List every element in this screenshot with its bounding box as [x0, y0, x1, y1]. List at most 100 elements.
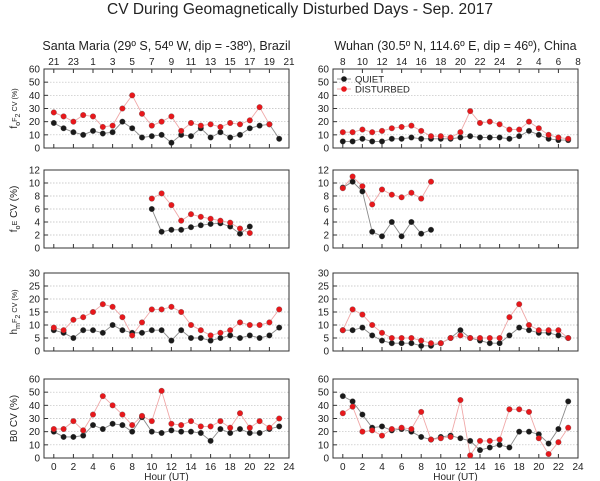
- data-point-disturbed: [178, 127, 185, 134]
- data-point-quiet: [388, 219, 395, 225]
- data-point-disturbed: [246, 322, 253, 328]
- data-point-disturbed: [207, 121, 214, 128]
- data-point-quiet: [506, 332, 513, 339]
- data-point-quiet: [139, 134, 145, 141]
- data-point-disturbed: [168, 113, 175, 120]
- data-point-disturbed: [379, 127, 385, 134]
- y-tick-label: 2: [34, 231, 40, 242]
- data-point-quiet: [545, 440, 552, 447]
- data-point-disturbed: [60, 426, 67, 432]
- data-point-disturbed: [496, 436, 503, 443]
- data-point-quiet: [516, 428, 523, 435]
- data-point-quiet: [148, 428, 155, 435]
- data-point-disturbed: [506, 126, 513, 133]
- data-point-disturbed: [545, 327, 552, 334]
- data-point-disturbed: [129, 422, 136, 429]
- y-tick-label: 0: [34, 244, 40, 255]
- data-point-quiet: [535, 131, 542, 138]
- data-point-disturbed: [227, 120, 234, 126]
- series-line-quiet: [342, 181, 432, 238]
- y-axis-label: foF2 CV (%): [9, 88, 22, 128]
- data-point-disturbed: [398, 424, 405, 431]
- data-point-disturbed: [408, 335, 415, 341]
- top-x-tick-label: 4: [536, 57, 542, 68]
- data-point-disturbed: [506, 314, 513, 321]
- data-point-quiet: [237, 335, 243, 341]
- data-point-disturbed: [349, 403, 356, 410]
- data-point-quiet: [379, 423, 385, 430]
- series-line-disturbed: [53, 94, 270, 132]
- data-point-disturbed: [227, 424, 234, 431]
- y-tick-label: 25: [29, 282, 41, 293]
- data-point-disturbed: [60, 113, 67, 120]
- data-point-quiet: [496, 340, 503, 347]
- x-tick-label: 24: [572, 462, 584, 473]
- data-point-disturbed: [227, 327, 234, 334]
- data-point-quiet: [506, 135, 513, 142]
- data-point-quiet: [129, 428, 136, 435]
- y-tick-label: 20: [318, 117, 330, 128]
- data-point-disturbed: [486, 335, 493, 341]
- data-point-disturbed: [119, 314, 126, 321]
- data-point-quiet: [526, 428, 532, 435]
- y-tick-label: 6: [34, 205, 40, 216]
- data-point-disturbed: [148, 122, 155, 129]
- data-point-disturbed: [99, 393, 106, 400]
- data-point-quiet: [398, 233, 405, 240]
- data-point-disturbed: [496, 121, 503, 128]
- data-point-disturbed: [457, 397, 464, 404]
- y-tick-label: 4: [323, 218, 329, 229]
- data-point-disturbed: [339, 327, 346, 334]
- data-point-quiet: [555, 426, 562, 432]
- data-point-disturbed: [565, 424, 572, 431]
- top-x-tick-label: 11: [186, 57, 197, 68]
- data-point-quiet: [60, 433, 67, 440]
- data-point-quiet: [477, 134, 483, 141]
- data-point-disturbed: [109, 303, 116, 310]
- data-point-quiet: [477, 447, 483, 454]
- data-point-quiet: [457, 435, 464, 442]
- data-point-disturbed: [168, 420, 175, 427]
- y-tick-label: 40: [29, 401, 41, 412]
- data-point-disturbed: [158, 306, 165, 313]
- x-tick-label: 16: [205, 462, 217, 473]
- top-x-tick-label: 19: [264, 57, 276, 68]
- data-point-quiet: [457, 327, 464, 334]
- y-tick-label: 50: [29, 78, 41, 89]
- x-tick-label: 22: [553, 462, 565, 473]
- y-tick-label: 12: [29, 166, 41, 177]
- data-point-disturbed: [535, 435, 542, 442]
- data-point-disturbed: [256, 418, 263, 425]
- data-point-quiet: [109, 129, 116, 136]
- data-point-quiet: [158, 430, 165, 436]
- data-point-disturbed: [428, 133, 434, 140]
- panel-right-row3: 0 5 10 15 20 25 30: [318, 269, 579, 358]
- data-point-disturbed: [90, 411, 96, 418]
- data-point-disturbed: [99, 301, 106, 308]
- panel-left-row3: 0 5 10 15 20 25 30 hmF2 CV (%): [9, 269, 290, 358]
- data-point-disturbed: [217, 418, 224, 425]
- data-point-disturbed: [119, 105, 126, 112]
- top-x-tick-label: 14: [396, 57, 408, 68]
- data-point-quiet: [158, 327, 165, 334]
- data-point-disturbed: [359, 311, 366, 318]
- y-tick-label: 5: [34, 334, 40, 345]
- data-point-quiet: [418, 433, 425, 440]
- data-point-disturbed: [256, 104, 263, 111]
- data-point-quiet: [516, 324, 523, 331]
- data-point-disturbed: [535, 125, 542, 132]
- y-tick-label: 10: [29, 440, 41, 451]
- figure-title: CV During Geomagnetically Disturbed Days…: [107, 1, 493, 18]
- data-point-quiet: [379, 337, 385, 344]
- data-point-disturbed: [266, 319, 273, 326]
- data-point-disturbed: [207, 423, 214, 430]
- data-point-disturbed: [457, 129, 464, 136]
- data-point-disturbed: [109, 402, 116, 409]
- data-point-quiet: [349, 178, 356, 185]
- top-x-tick-label: 9: [169, 57, 175, 68]
- data-point-quiet: [339, 393, 346, 400]
- data-point-disturbed: [369, 201, 376, 208]
